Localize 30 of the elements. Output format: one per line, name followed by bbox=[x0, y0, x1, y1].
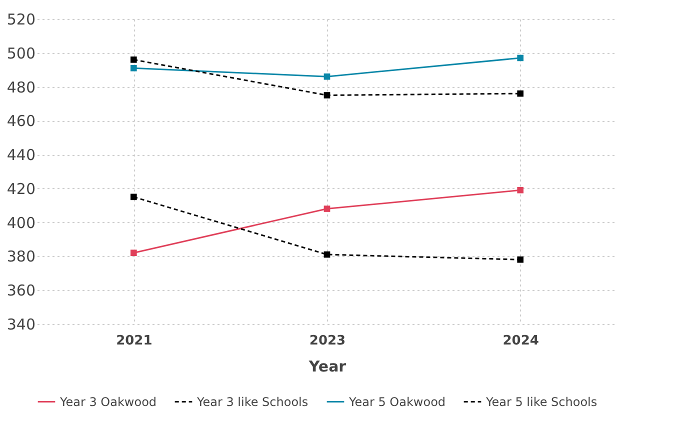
point bbox=[517, 186, 524, 194]
y-tick-label: 460 bbox=[6, 112, 36, 130]
y-tick-label: 500 bbox=[6, 44, 36, 62]
point bbox=[517, 256, 524, 263]
point bbox=[324, 73, 330, 80]
point bbox=[324, 92, 330, 98]
point bbox=[324, 206, 330, 212]
y-tick-label: 360 bbox=[6, 282, 36, 300]
y-tick-label: 400 bbox=[6, 214, 36, 232]
y-tick-label: 520 bbox=[6, 10, 36, 28]
y-tick-label: 480 bbox=[6, 78, 36, 96]
x-tick-label: 2023 bbox=[309, 334, 346, 348]
x-tick-label: 2021 bbox=[116, 334, 152, 348]
y-tick-label: 380 bbox=[6, 248, 36, 266]
point bbox=[324, 251, 330, 258]
y-tick-label: 420 bbox=[6, 180, 36, 198]
point bbox=[130, 56, 137, 63]
point bbox=[517, 90, 524, 97]
legend-label: Year 5 Oakwood bbox=[348, 394, 446, 409]
point bbox=[130, 250, 137, 256]
legend-label: Year 3 Oakwood bbox=[59, 394, 157, 409]
legend-label: Year 3 like Schools bbox=[196, 394, 308, 409]
point bbox=[130, 64, 137, 72]
point bbox=[517, 54, 524, 62]
point bbox=[130, 194, 137, 200]
x-tick-label: 2024 bbox=[502, 334, 539, 348]
x-axis-title: Year bbox=[308, 358, 347, 376]
y-tick-label: 440 bbox=[6, 146, 36, 164]
y-tick-label: 340 bbox=[6, 316, 36, 334]
legend-label: Year 5 like Schools bbox=[485, 394, 598, 409]
